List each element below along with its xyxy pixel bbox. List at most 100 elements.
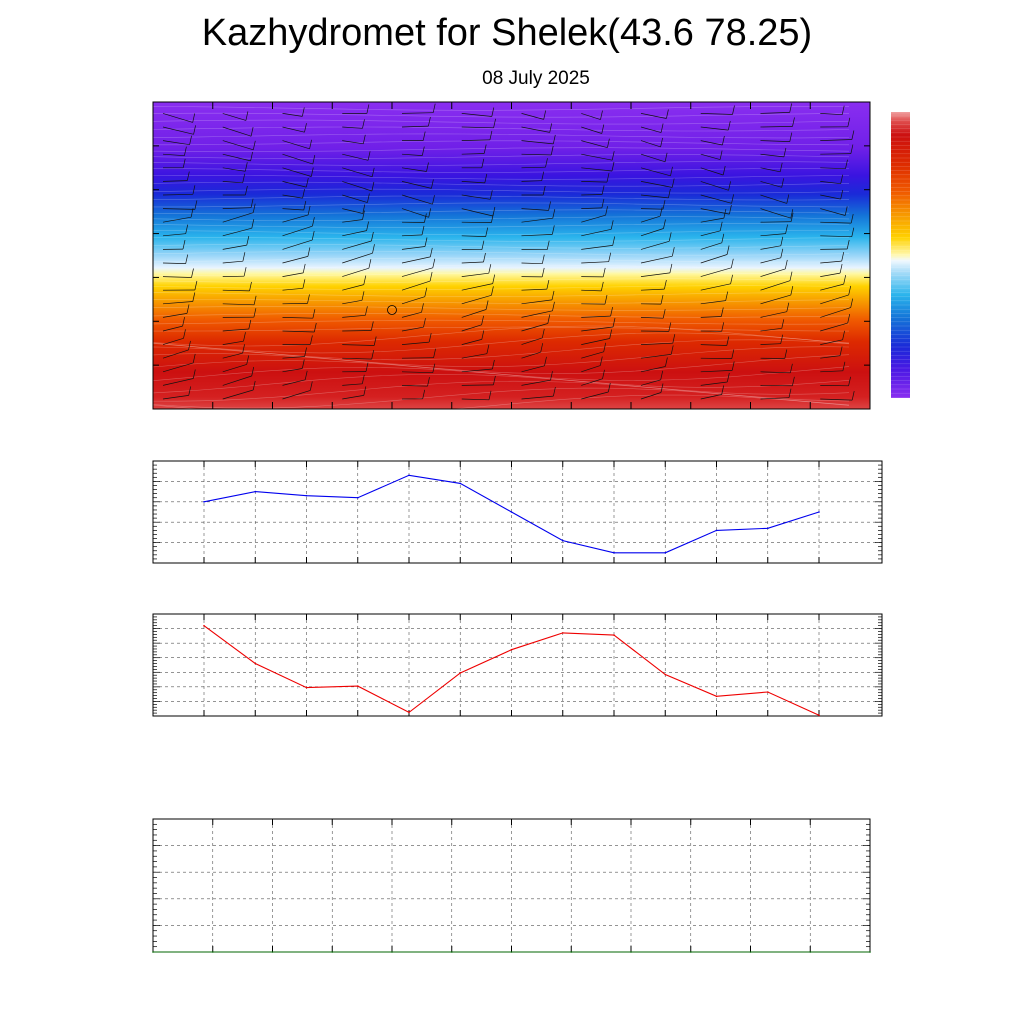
wind-barb-flag: [789, 271, 793, 281]
wind-barb: [760, 194, 787, 204]
wind-barb: [700, 217, 724, 223]
wind-barb-flag: [310, 167, 314, 177]
wind-barb: [282, 153, 313, 165]
wind-barb-flag: [611, 151, 615, 161]
wind-barb-flag: [481, 330, 485, 340]
wind-barb-flag: [429, 247, 433, 257]
data-point: [203, 624, 205, 627]
wind-barb-flag: [721, 322, 725, 332]
wind-barb-flag: [242, 173, 246, 183]
wind-barb: [700, 381, 728, 386]
wind-barb: [222, 181, 243, 184]
wind-barb: [820, 294, 849, 305]
panel-frame: [152, 460, 883, 564]
wind-barb-flag: [609, 329, 613, 339]
data-point: [408, 711, 410, 714]
data-point: [451, 951, 453, 953]
wind-barb-flag: [371, 350, 375, 360]
wind-barb-flag: [245, 111, 249, 121]
wind-barb-flag: [850, 144, 854, 154]
wind-barb: [282, 239, 313, 250]
wind-barb: [222, 140, 254, 151]
wind-barb-flag: [664, 280, 667, 290]
wind-barb-flag: [780, 334, 784, 344]
wind-barb: [640, 228, 664, 237]
wind-barb-flag: [850, 214, 854, 224]
wind-barb: [222, 289, 250, 292]
wind-barb-flag: [911, 145, 913, 154]
contour-line: [153, 223, 850, 228]
wind-barb-flag: [301, 107, 305, 117]
wind-barb-flag: [485, 227, 489, 237]
wind-barb: [581, 207, 602, 209]
data-point: [613, 552, 615, 554]
wind-barb-flag: [422, 389, 426, 399]
data-point: [459, 482, 462, 485]
wind-barb: [760, 257, 781, 264]
wind-barb-flag: [723, 209, 727, 219]
wind-barb: [760, 167, 781, 173]
wind-barb: [521, 153, 552, 156]
contour-line: [153, 237, 850, 242]
wind-barb: [401, 311, 422, 318]
wind-barb-flag: [541, 267, 545, 277]
wind-barb-flag: [542, 185, 546, 196]
wind-barb: [521, 180, 542, 182]
wind-barb: [640, 240, 670, 250]
wind-barb-flag: [307, 247, 311, 257]
wind-barb: [282, 214, 309, 223]
wind-barb: [401, 112, 434, 114]
wind-barb: [162, 301, 193, 305]
wind-barb: [162, 313, 188, 318]
wind-barb: [581, 245, 613, 250]
wind-barb: [581, 391, 609, 400]
wind-barb-flag: [251, 366, 255, 377]
wind-barb-flag: [367, 151, 371, 161]
wind-barb: [282, 317, 313, 319]
wind-barb: [282, 208, 304, 211]
wind-barb: [820, 181, 841, 185]
wind-barb: [342, 230, 367, 237]
wind-barb-flag: [363, 275, 367, 285]
wind-barb: [461, 153, 485, 155]
wind-barb-flag: [607, 382, 611, 393]
colorbar-ramp: [891, 112, 910, 398]
wind-barb-flag: [602, 369, 605, 379]
wind-barb-flag: [662, 200, 666, 210]
wind-barb-flag: [304, 123, 307, 133]
contour-line: [153, 161, 850, 166]
wind-barb-flag: [666, 109, 669, 119]
wind-barb: [760, 208, 791, 219]
wind-barb: [760, 153, 784, 158]
wind-barb: [162, 262, 186, 264]
contour-line: [153, 360, 850, 381]
wind-barb-flag: [603, 342, 607, 352]
wind-barb-flag: [721, 233, 725, 243]
contour-line: [153, 380, 850, 402]
wind-barb-flag: [429, 272, 433, 282]
wind-barb-flag: [665, 357, 668, 367]
contour-line: [153, 250, 850, 256]
wind-barb: [640, 126, 662, 133]
chart-subtitle: 08 July 2025: [482, 68, 590, 89]
wind-barb-flag: [844, 206, 848, 216]
wind-barb: [521, 262, 543, 265]
wind-barb: [162, 153, 185, 157]
wind-barb: [820, 139, 852, 141]
wind-barb: [162, 395, 189, 400]
wind-barb-flag: [668, 188, 671, 198]
wind-barb: [222, 340, 244, 345]
wind-barb-flag: [312, 217, 315, 227]
wind-barb: [700, 300, 726, 305]
wind-barb-flag: [664, 152, 668, 162]
data-point: [664, 552, 667, 554]
wind-barb-flag: [246, 236, 250, 246]
wind-barb: [700, 242, 722, 250]
wind-barb: [521, 217, 553, 223]
wind-barb-flag: [182, 158, 186, 168]
wind-barb-flag: [670, 345, 674, 355]
wind-barb: [162, 378, 194, 386]
wind-barb: [760, 233, 786, 237]
wind-barb-flag: [549, 123, 553, 133]
wind-barb: [820, 398, 853, 401]
